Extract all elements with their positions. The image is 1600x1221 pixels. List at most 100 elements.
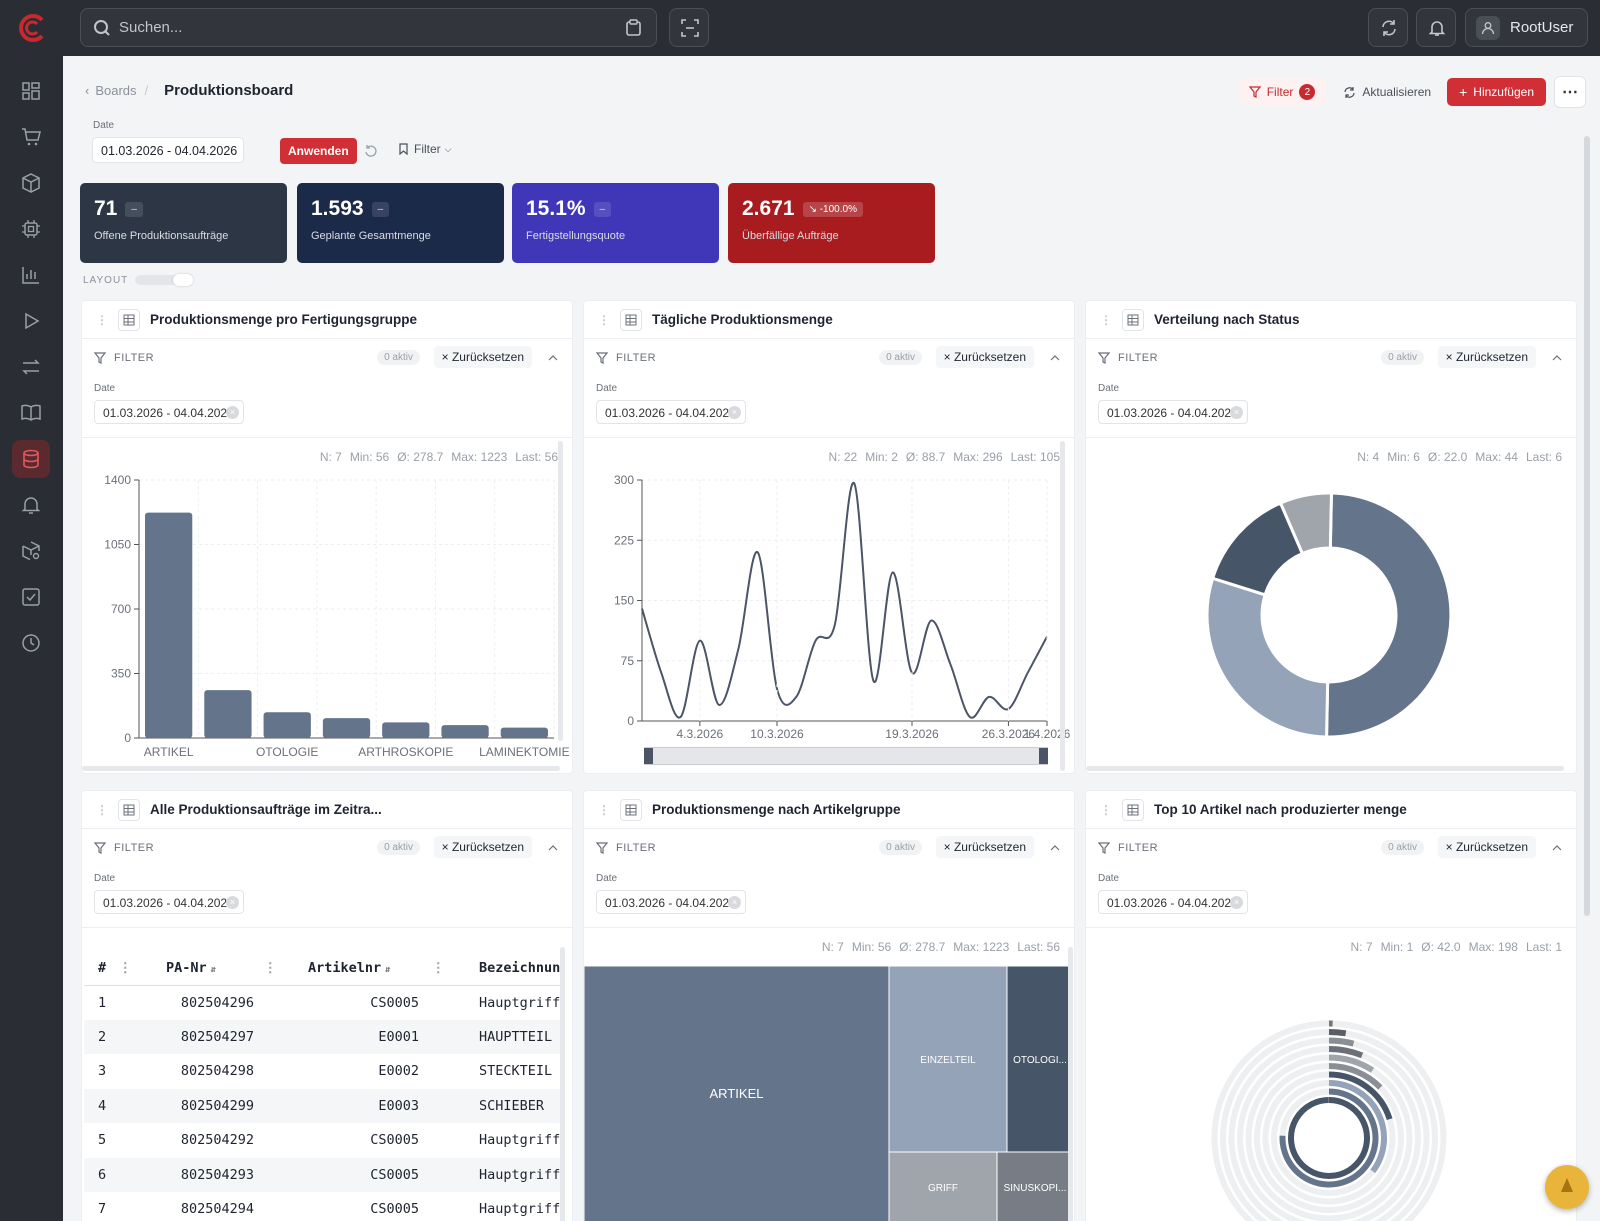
column-header-bezeichnung[interactable]: Bezeichnun — [449, 951, 562, 986]
clear-date-icon[interactable]: × — [1230, 406, 1243, 419]
back-chevron-icon[interactable]: ‹ — [85, 83, 90, 98]
table-row[interactable]: 1 802504296 CS0005 Hauptgriff — [84, 985, 562, 1020]
table-icon[interactable] — [1122, 798, 1144, 821]
sidebar-item-devices[interactable] — [12, 210, 50, 248]
table-row[interactable]: 6 802504293 CS0005 Hauptgriff — [84, 1157, 562, 1192]
horizontal-scrollbar[interactable] — [1086, 766, 1564, 771]
filter-button[interactable]: Filter 2 — [1238, 78, 1326, 106]
reset-filter-button[interactable]: × Zurücksetzen — [433, 346, 532, 368]
scrollbar[interactable] — [560, 947, 565, 1221]
table-row[interactable]: 4 802504299 E0003 SCHIEBER — [84, 1088, 562, 1123]
table-icon[interactable] — [620, 308, 642, 331]
column-menu-icon[interactable]: ⋮ — [118, 959, 133, 976]
sidebar-item-data[interactable] — [12, 440, 50, 478]
zoom-handle-left[interactable] — [644, 748, 653, 764]
help-button[interactable] — [1545, 1165, 1589, 1209]
sidebar-item-history[interactable] — [12, 624, 50, 662]
clear-date-icon[interactable]: × — [728, 406, 741, 419]
reset-icon[interactable] — [364, 144, 378, 158]
reset-filter-button[interactable]: × Zurücksetzen — [935, 346, 1034, 368]
reset-filter-button[interactable]: × Zurücksetzen — [935, 836, 1034, 858]
sidebar-item-orders[interactable] — [12, 118, 50, 156]
sidebar-item-reports[interactable] — [12, 256, 50, 294]
collapse-chevron-icon[interactable] — [1050, 842, 1060, 854]
scan-button[interactable] — [669, 8, 709, 47]
date-range-input[interactable]: 01.03.2026 - 04.04.2026 × — [596, 400, 746, 424]
page-scrollbar[interactable] — [1584, 136, 1590, 916]
reset-filter-button[interactable]: × Zurücksetzen — [1437, 346, 1536, 368]
reset-filter-button[interactable]: × Zurücksetzen — [433, 836, 532, 858]
collapse-chevron-icon[interactable] — [1050, 352, 1060, 364]
user-menu-button[interactable]: RootUser — [1465, 8, 1588, 47]
table-icon[interactable] — [118, 308, 140, 331]
table-icon[interactable] — [118, 798, 140, 821]
collapse-chevron-icon[interactable] — [1552, 842, 1562, 854]
kpi-card-overdue-orders[interactable]: 2.671 ↘ -100.0% Überfällige Aufträge — [728, 183, 935, 263]
table-icon[interactable] — [620, 798, 642, 821]
date-range-input[interactable]: 01.03.2026 - 04.04.2026 × — [596, 890, 746, 914]
filter-icon — [596, 842, 608, 854]
clear-date-icon[interactable]: × — [1230, 896, 1243, 909]
notifications-button[interactable] — [1416, 8, 1456, 47]
clear-date-icon[interactable]: × — [226, 406, 239, 419]
clear-date-icon[interactable]: × — [728, 896, 741, 909]
apply-button[interactable]: Anwenden — [280, 138, 357, 164]
sort-icon[interactable]: ⇵ — [210, 964, 217, 975]
kpi-card-completion-rate[interactable]: 15.1% – Fertigstellungsquote — [512, 183, 719, 263]
sidebar-item-transfers[interactable] — [12, 348, 50, 386]
kpi-card-planned-quantity[interactable]: 1.593– Geplante Gesamtmenge — [297, 183, 504, 263]
scrollbar[interactable] — [1068, 947, 1073, 1221]
more-options-button[interactable]: ⋯ — [1554, 76, 1586, 108]
scrollbar[interactable] — [558, 441, 563, 741]
scrollbar[interactable] — [1060, 441, 1065, 771]
horizontal-scrollbar[interactable] — [82, 766, 560, 771]
drag-handle-icon[interactable]: ⋮ — [1100, 312, 1112, 327]
sidebar-item-run[interactable] — [12, 302, 50, 340]
sidebar-item-docs[interactable] — [12, 394, 50, 432]
drag-handle-icon[interactable]: ⋮ — [96, 802, 108, 817]
kpi-card-open-orders[interactable]: 71– Offene Produktionsaufträge — [80, 183, 287, 263]
table-icon[interactable] — [1122, 308, 1144, 331]
sync-button[interactable] — [1368, 8, 1408, 47]
column-header-artikelnr[interactable]: Artikelnr ⇵ ⋮ — [281, 951, 449, 986]
drag-handle-icon[interactable]: ⋮ — [1100, 802, 1112, 817]
sort-icon[interactable]: ⇵ — [385, 964, 391, 975]
sidebar-item-package-search[interactable] — [12, 532, 50, 570]
sidebar-item-inventory[interactable] — [12, 164, 50, 202]
column-menu-icon[interactable]: ⋮ — [431, 959, 446, 976]
clear-date-icon[interactable]: × — [226, 896, 239, 909]
column-header-index[interactable]: # ⋮ — [84, 951, 136, 986]
layout-toggle[interactable] — [135, 274, 193, 286]
reset-filter-button[interactable]: × Zurücksetzen — [1437, 836, 1536, 858]
column-menu-icon[interactable]: ⋮ — [263, 959, 278, 976]
sidebar-item-alerts[interactable] — [12, 486, 50, 524]
zoom-handle-right[interactable] — [1039, 748, 1048, 764]
collapse-chevron-icon[interactable] — [548, 352, 558, 364]
drag-handle-icon[interactable]: ⋮ — [598, 312, 610, 327]
collapse-chevron-icon[interactable] — [1552, 352, 1562, 364]
drag-handle-icon[interactable]: ⋮ — [598, 802, 610, 817]
date-range-input[interactable]: 01.03.2026 - 04.04.2026 × — [94, 400, 244, 424]
drag-handle-icon[interactable]: ⋮ — [96, 312, 108, 327]
table-row[interactable]: 7 802504294 CS0005 Hauptgriff — [84, 1192, 562, 1221]
zoom-slider[interactable] — [644, 747, 1048, 765]
add-button[interactable]: + Hinzufügen — [1447, 78, 1546, 106]
table-row[interactable]: 5 802504292 CS0005 Hauptgriff — [84, 1123, 562, 1158]
sidebar-item-dashboard[interactable] — [12, 72, 50, 110]
sidebar-item-tasks[interactable] — [12, 578, 50, 616]
cell-index: 6 — [84, 1157, 136, 1192]
search-field[interactable]: Suchen... — [80, 8, 657, 47]
collapse-chevron-icon[interactable] — [548, 842, 558, 854]
table-row[interactable]: 3 802504298 E0002 STECKTEIL — [84, 1054, 562, 1089]
date-range-input[interactable]: 01.03.2026 - 04.04.2026 × — [94, 890, 244, 914]
date-range-input[interactable]: 01.03.2026 - 04.04.2026 × — [1098, 890, 1248, 914]
column-header-pa-nr[interactable]: PA-Nr ⇵ ⋮ — [136, 951, 281, 986]
saved-filter-dropdown[interactable]: Filter ⌵ — [398, 142, 452, 156]
date-range-input[interactable]: 01.03.2026 - 04.04.2026 × — [92, 137, 244, 163]
table-row[interactable]: 2 802504297 E0001 HAUPTTEIL — [84, 1019, 562, 1054]
refresh-button[interactable]: Aktualisieren — [1335, 78, 1439, 106]
app-logo[interactable] — [16, 12, 48, 44]
breadcrumb-boards-link[interactable]: Boards — [95, 83, 137, 98]
date-range-input[interactable]: 01.03.2026 - 04.04.2026 × — [1098, 400, 1248, 424]
clipboard-icon[interactable] — [625, 19, 642, 36]
